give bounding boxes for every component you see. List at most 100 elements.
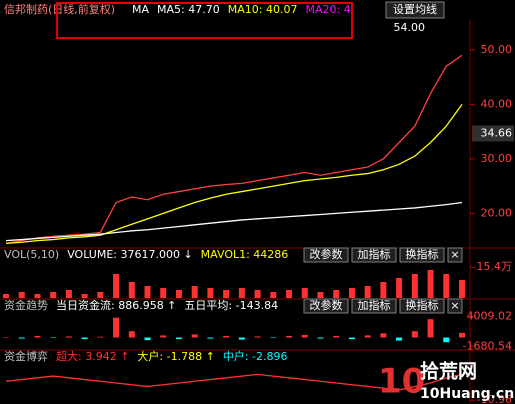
series-line (5, 201, 463, 242)
series-line (5, 103, 463, 245)
bar (270, 337, 277, 339)
bar (301, 288, 308, 298)
bar (65, 336, 72, 338)
button-label[interactable]: 换指标 (406, 247, 439, 261)
bar (207, 337, 214, 339)
indicator-label: VOL(5,10) (4, 248, 59, 261)
button[interactable] (447, 298, 463, 314)
bar (286, 335, 293, 338)
indicator-label: 当日资金流: 886.958 ↑ (56, 298, 176, 312)
indicator-label: 资金博弈 (4, 349, 48, 363)
button-label[interactable]: 改参数 (310, 298, 343, 312)
button[interactable] (447, 247, 463, 263)
bar (396, 278, 403, 298)
bar (50, 292, 57, 298)
bar (160, 288, 167, 298)
indicator-label: 五日平均: -143.84 (184, 299, 278, 312)
button-label[interactable]: 设置均线 (393, 2, 437, 16)
button[interactable] (303, 247, 349, 263)
bar (3, 294, 9, 298)
ma-label: MA (132, 3, 149, 16)
indicator-label: 中户: -2.896 (223, 349, 288, 363)
button[interactable] (399, 247, 445, 263)
bar (459, 280, 465, 298)
annotation: 54.00 (394, 21, 426, 34)
button-label[interactable]: 换指标 (406, 298, 439, 312)
bar (270, 292, 277, 298)
ma-label: MA10: 40.07 (228, 3, 298, 16)
bar (348, 288, 355, 298)
bar (364, 286, 371, 298)
button-label[interactable]: × (450, 299, 459, 312)
indicator-label: 大户: -1.788 ↑ (137, 349, 214, 363)
watermark-logo: 10 (378, 362, 425, 402)
y-tick-label: 30.00 (481, 152, 513, 165)
indicator-label: 资金趋势 (4, 298, 48, 312)
bar (113, 274, 120, 298)
bar (459, 332, 465, 338)
bar (427, 319, 434, 338)
series-line (5, 373, 463, 391)
bar (411, 331, 418, 338)
button[interactable] (303, 298, 349, 314)
bar (427, 270, 434, 298)
bar (380, 333, 387, 338)
indicator-label: 超大: 3.942 ↑ (56, 349, 129, 363)
bar (128, 282, 135, 298)
button[interactable] (385, 1, 445, 19)
bar (364, 335, 371, 338)
bar (175, 290, 182, 298)
bar (317, 292, 324, 298)
bar (175, 337, 182, 340)
y-tick-label: 4009.02 (467, 310, 513, 323)
bar (191, 286, 198, 298)
y-tick-label: 50.00 (481, 43, 513, 56)
bar (443, 274, 450, 298)
series-line (5, 54, 463, 245)
bar (128, 331, 135, 338)
button[interactable] (351, 298, 397, 314)
bar (207, 288, 214, 298)
indicator-label: VOLUME: 37617.000 ↓ (67, 248, 192, 261)
bar (443, 337, 450, 343)
bar (144, 286, 151, 298)
bar (411, 274, 418, 298)
button-label[interactable]: × (450, 248, 459, 261)
highlight-box (56, 2, 353, 39)
button[interactable] (399, 298, 445, 314)
bar (81, 294, 88, 298)
button-label[interactable]: 改参数 (310, 247, 343, 261)
bar (18, 292, 25, 298)
bar (301, 334, 308, 338)
bar (34, 335, 41, 338)
ma-label: MA5: 47.70 (157, 3, 220, 16)
bar (286, 290, 293, 298)
stock-title: 信邦制药(日线,前复权) (4, 2, 115, 16)
bar (254, 290, 261, 298)
bar (317, 337, 324, 339)
bar (113, 317, 120, 338)
y-tick-label: 40.00 (481, 97, 513, 110)
y-tick-label: 20.00 (481, 206, 513, 219)
bar (34, 294, 41, 298)
bar (97, 336, 104, 338)
watermark-site: 10Huang.cn (420, 386, 514, 402)
bar (50, 337, 57, 339)
y-tick-label: -10.96 (477, 393, 512, 404)
bar (254, 336, 261, 338)
ma-label: MA20: 4 (305, 3, 350, 16)
indicator-label: MAVOL1: 44286 (201, 248, 289, 261)
button[interactable] (351, 247, 397, 263)
button-label[interactable]: 加指标 (358, 298, 391, 312)
y-tick-label: -1680.54 (463, 339, 512, 352)
bar (380, 282, 387, 298)
watermark: 10 拾荒网 10Huang.cn (378, 360, 514, 403)
bar (348, 337, 355, 340)
bar (18, 337, 25, 339)
bar (81, 337, 88, 340)
bar (223, 335, 230, 338)
button-label[interactable]: 加指标 (358, 247, 391, 261)
bar (238, 288, 245, 298)
bar (333, 335, 340, 338)
